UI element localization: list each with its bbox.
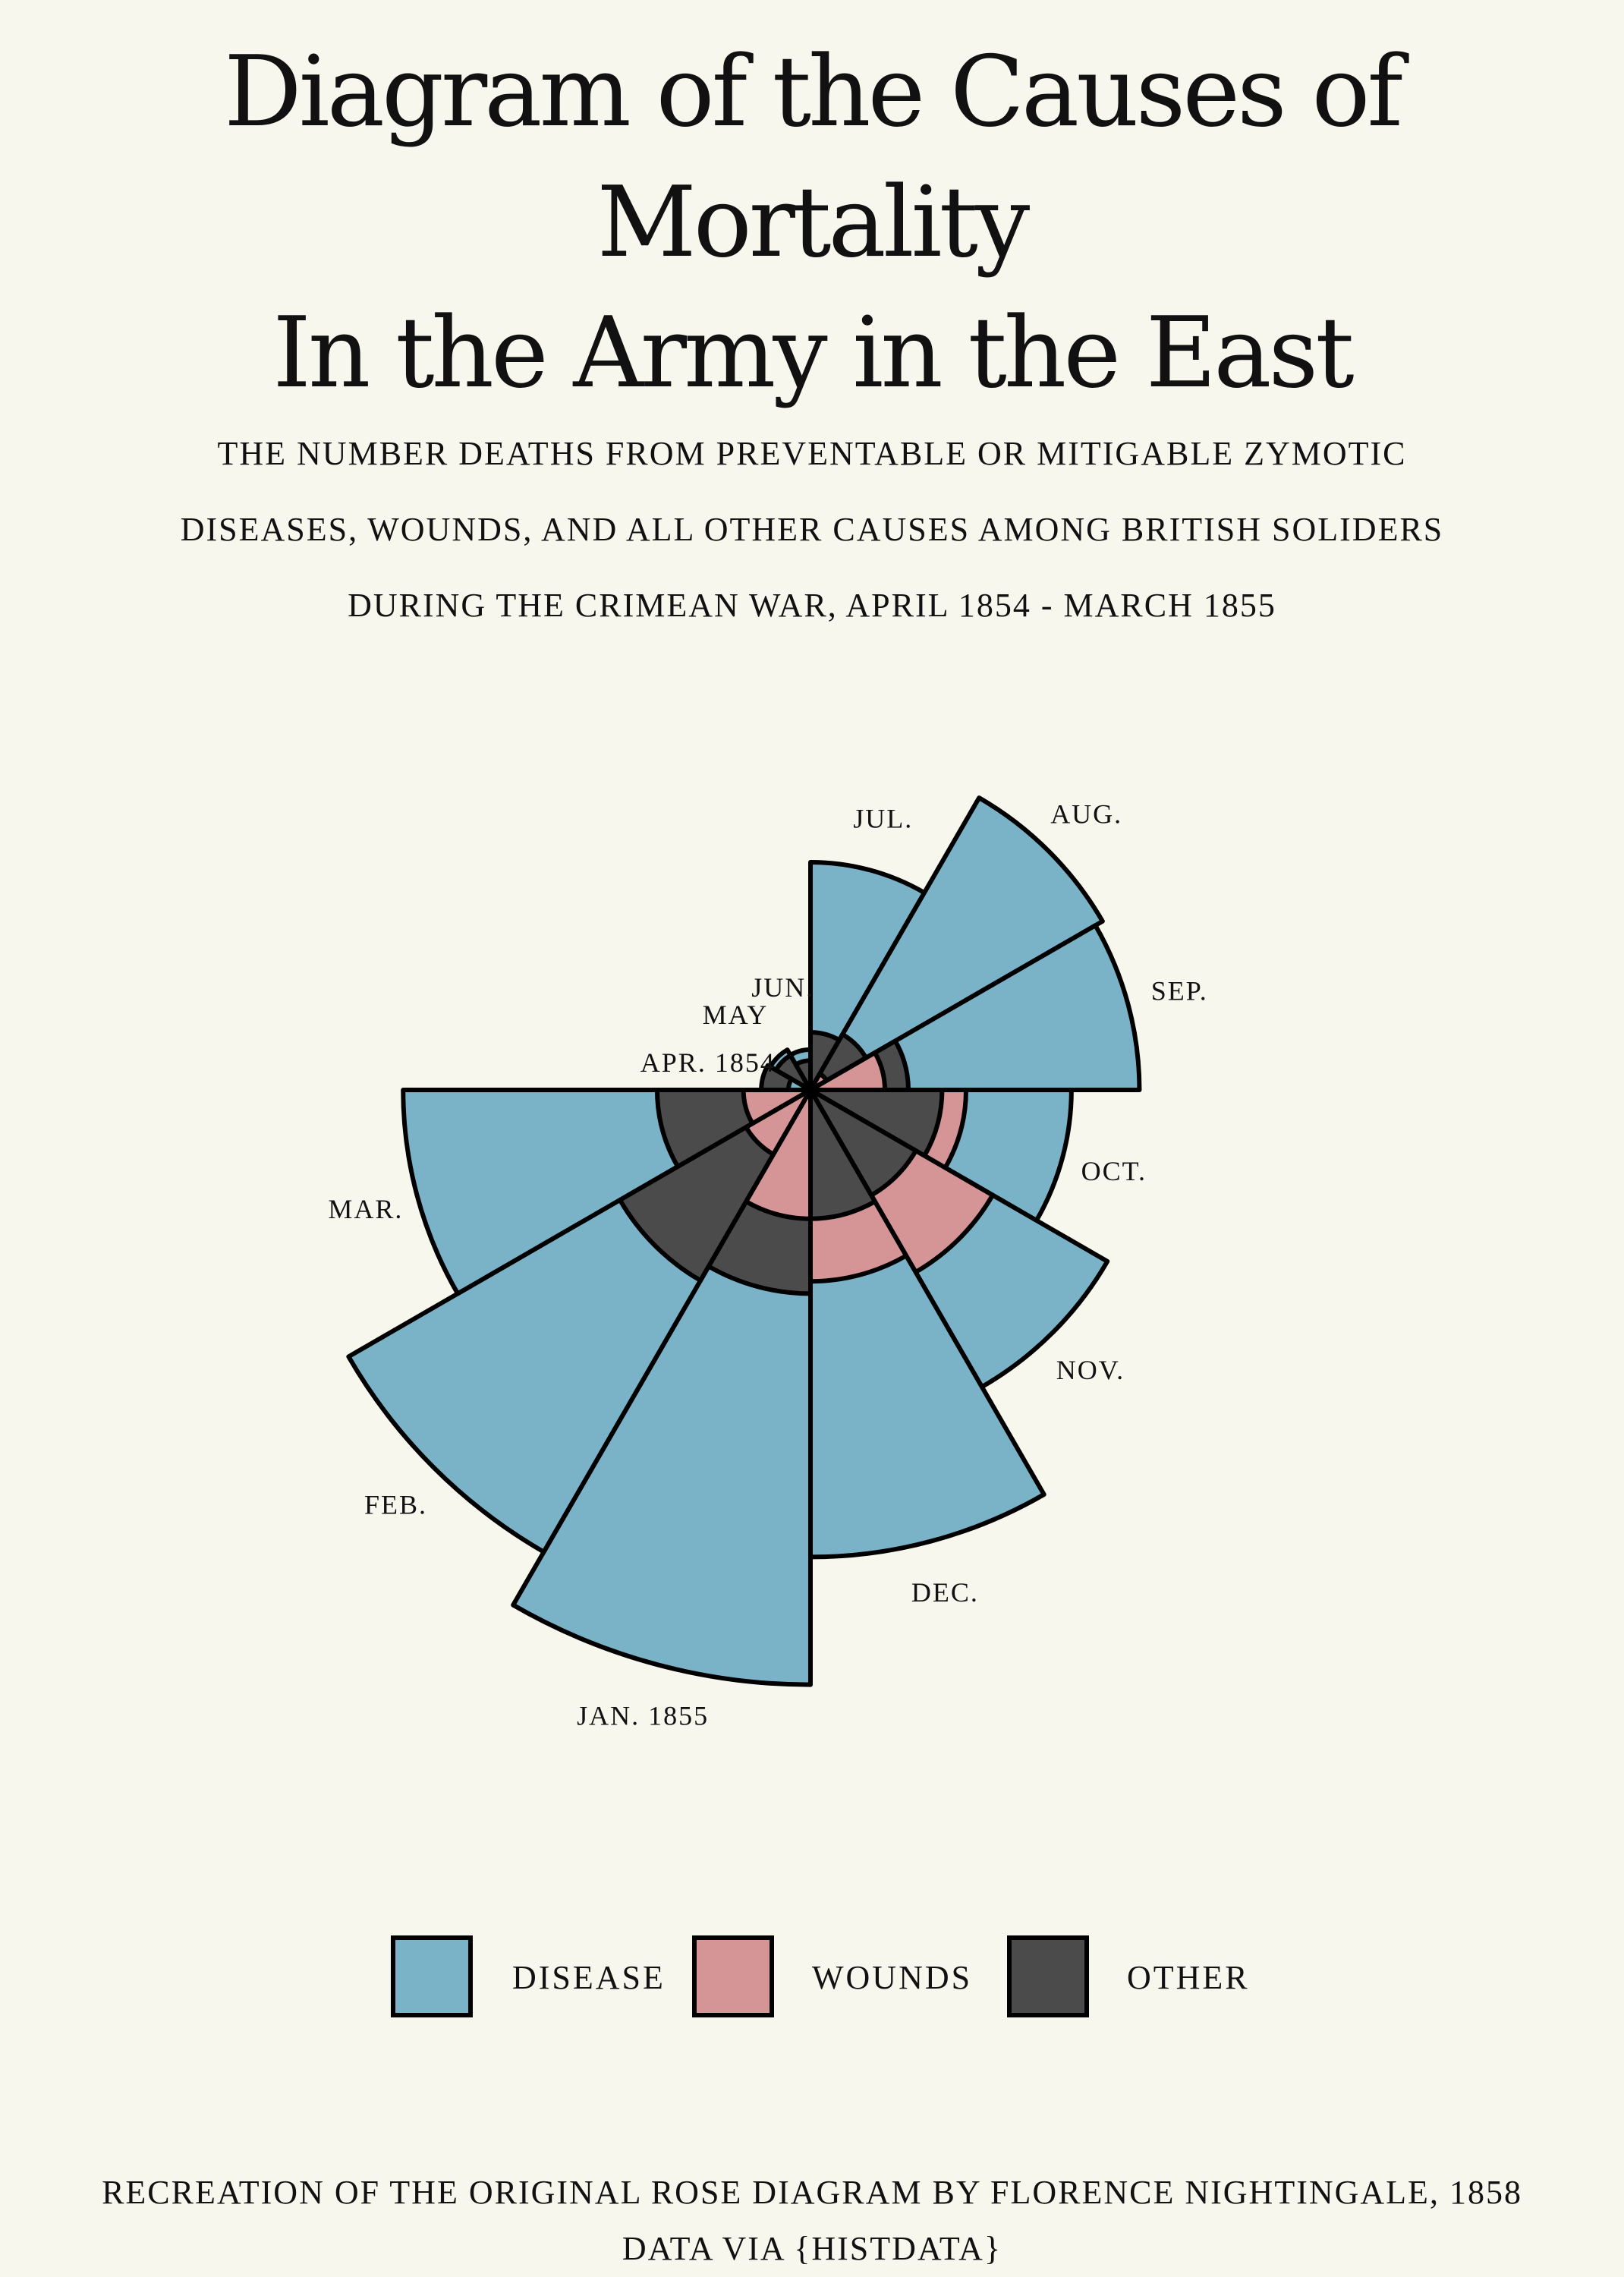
- month-label-10: FEB.: [364, 1490, 427, 1520]
- subtitle-line-3: during the crimean war, april 1854 - mar…: [348, 587, 1276, 624]
- legend-swatch-wounds: [692, 1935, 774, 2017]
- legend: disease wounds other: [0, 1935, 1624, 2027]
- month-label-5: SEP.: [1151, 976, 1208, 1006]
- chart-title: Diagram of the Causes of Mortality In th…: [0, 27, 1624, 419]
- chart-subtitle: the number deaths from preventable or mi…: [91, 416, 1533, 644]
- month-label-7: NOV.: [1056, 1355, 1125, 1385]
- title-line-2: In the Army in the East: [272, 297, 1354, 410]
- footer-credit: recreation of the original rose diagram …: [0, 2165, 1624, 2277]
- wedge-wounds-11: [741, 1088, 813, 1126]
- legend-swatch-disease: [391, 1935, 473, 2017]
- footer-line-1: recreation of the original rose diagram …: [102, 2174, 1522, 2211]
- legend-label-disease: disease: [512, 1959, 666, 1996]
- month-label-11: MAR.: [328, 1194, 403, 1224]
- month-label-4: AUG.: [1050, 798, 1122, 829]
- wedge-disease-4: [808, 795, 1105, 1092]
- month-label-6: OCT.: [1081, 1156, 1147, 1186]
- title-line-1: Diagram of the Causes of Mortality: [224, 36, 1403, 279]
- month-label-9: JAN. 1855: [577, 1701, 709, 1731]
- wedge-disease-3: [808, 859, 927, 1092]
- month-label-3: JUL.: [853, 804, 913, 834]
- subtitle-line-1: the number deaths from preventable or mi…: [217, 435, 1407, 472]
- footer-line-2: data via {histdata}: [622, 2230, 1002, 2267]
- month-label-0: APR. 1854: [640, 1047, 776, 1078]
- month-label-2: JUN.: [751, 972, 814, 1003]
- subtitle-line-2: diseases, wounds, and all other causes a…: [180, 511, 1444, 548]
- legend-label-other: other: [1127, 1959, 1250, 1996]
- legend-label-wounds: wounds: [812, 1959, 973, 1996]
- legend-swatch-other: [1007, 1935, 1089, 2017]
- month-label-1: MAY: [703, 1000, 769, 1030]
- month-label-8: DEC.: [911, 1577, 979, 1608]
